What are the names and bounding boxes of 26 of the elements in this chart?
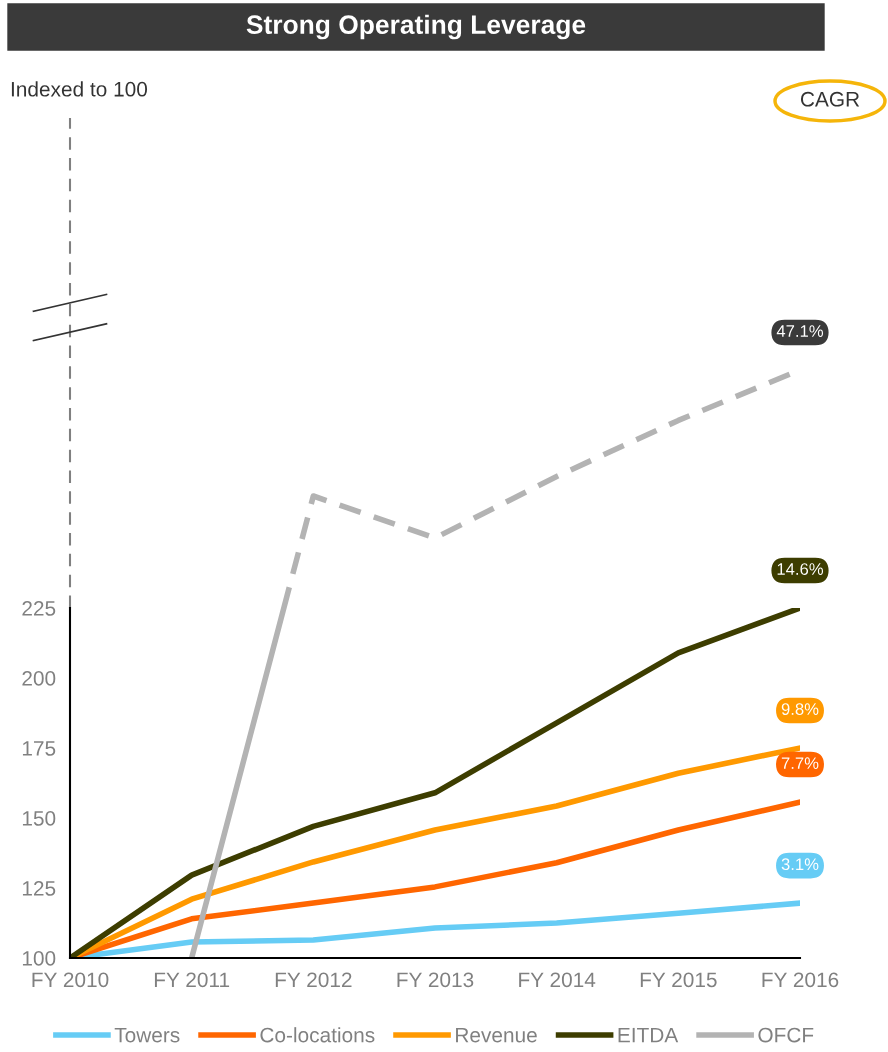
legend-label: Revenue [456, 1027, 537, 1043]
text: CAGR [800, 91, 860, 107]
x-tick-label: FY 2016 [762, 972, 839, 988]
x-tick-label: FY 2013 [397, 972, 474, 988]
y-tick-label: 100 [22, 951, 56, 966]
x-tick-label: FY 2011 [154, 972, 230, 988]
y-tick-label: 200 [22, 671, 56, 686]
x-tick-label: FY 2010 [32, 972, 109, 988]
y-tick-label: 150 [22, 811, 56, 826]
y-tick-label: 125 [22, 881, 56, 896]
y-tick-label: 175 [22, 741, 56, 756]
legend-label: OFCF [758, 1027, 814, 1043]
annotation: 14.6% [777, 563, 824, 575]
legend-label: EITDA [618, 1027, 679, 1043]
annotation: 47.1% [776, 325, 824, 337]
text: Indexed to 100 [11, 81, 148, 97]
x-tick-label: FY 2014 [519, 972, 596, 988]
annotation: 3.1% [781, 858, 819, 871]
chart-title: Strong Operating Leverage [246, 14, 586, 40]
x-tick-label: FY 2015 [640, 972, 717, 988]
y-tick-label: 225 [22, 601, 56, 616]
legend-label: Towers [114, 1027, 180, 1043]
legend-label: Co-locations [260, 1027, 375, 1043]
x-tick-label: FY 2012 [275, 972, 352, 988]
annotation: 7.7% [781, 757, 819, 769]
annotation: 9.8% [781, 703, 819, 715]
